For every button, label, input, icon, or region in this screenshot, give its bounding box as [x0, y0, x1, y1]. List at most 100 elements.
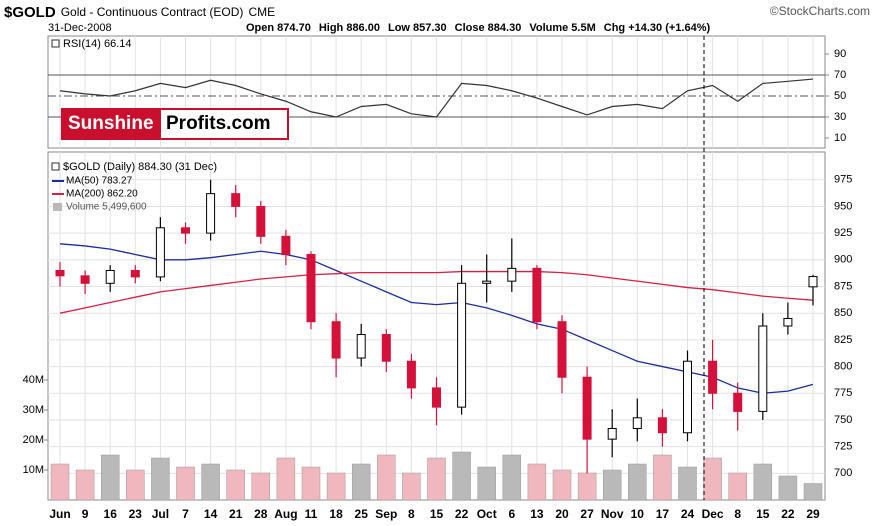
candle-body — [206, 193, 216, 234]
header-title: $GOLD Gold - Continuous Contract (EOD) CME — [4, 4, 275, 21]
volume-bar — [402, 472, 421, 501]
volume-bar — [126, 469, 145, 501]
candle-body — [632, 417, 642, 429]
volume-bar — [602, 469, 622, 501]
legend-swatch — [53, 203, 62, 211]
volume-tick-label: 10M — [23, 464, 44, 476]
credit: ©StockCharts.com — [770, 4, 870, 18]
y-tick-label: 950 — [834, 200, 852, 212]
candle-body — [532, 267, 542, 323]
rsi-title: RSI(14) 66.14 — [63, 38, 131, 50]
x-tick-label: 10 — [631, 507, 645, 521]
x-tick-label: 6 — [508, 507, 515, 521]
candle-body — [55, 269, 65, 277]
volume-bar — [151, 457, 170, 501]
logo-sunshine: Sunshine — [68, 113, 154, 134]
price-icon — [51, 162, 60, 171]
volume-bar — [452, 451, 471, 501]
x-tick-label: Dec — [702, 507, 724, 521]
candle-body — [557, 321, 567, 378]
x-tick-label: 18 — [329, 507, 343, 521]
volume-bar — [728, 472, 747, 501]
candle-body — [181, 227, 190, 234]
candle-body — [683, 360, 692, 434]
candle-body — [457, 282, 467, 408]
x-tick-label: 27 — [580, 507, 594, 521]
y-tick-label: 30 — [834, 111, 846, 123]
instrument-name: Gold - Continuous Contract (EOD) — [61, 5, 244, 19]
volume-bar — [276, 457, 296, 501]
x-tick-label: 9 — [82, 507, 89, 521]
volume-bar — [251, 472, 271, 501]
candle-body — [507, 267, 517, 282]
volume-bar — [50, 463, 70, 501]
candle-body — [381, 334, 391, 362]
x-tick-label: Oct — [477, 507, 497, 521]
x-tick-label: 8 — [734, 507, 741, 521]
y-tick-label: 725 — [834, 441, 852, 453]
quote: Open 874.70 High 886.00 Low 857.30 Close 88… — [246, 22, 710, 34]
x-tick-label: 25 — [355, 507, 369, 521]
x-tick-label: Aug — [274, 507, 297, 521]
quote-item: Close 884.30 — [455, 22, 522, 34]
x-tick-label: 11 — [305, 507, 318, 521]
quote-item: Chg +14.30 (+1.64%) — [604, 22, 711, 34]
y-tick-label: 90 — [834, 48, 846, 60]
candle-body — [105, 269, 115, 284]
candle-body — [155, 227, 165, 278]
volume-tick-label: 40M — [23, 374, 44, 386]
legend-ma50: MA(50) 783.27 — [66, 176, 133, 187]
volume-bar — [351, 463, 371, 501]
x-tick-label: 28 — [254, 507, 268, 521]
y-tick-label: 50 — [834, 90, 846, 102]
legend-ma200: MA(200) 862.20 — [66, 189, 138, 200]
volume-bar — [201, 463, 220, 501]
y-tick-label: 825 — [834, 334, 852, 346]
y-tick-label: 900 — [834, 254, 852, 266]
x-tick-label: 7 — [182, 507, 189, 521]
x-tick-label: 22 — [455, 507, 469, 521]
candle-body — [758, 325, 768, 412]
volume-bar — [502, 454, 522, 501]
y-tick-label: 10 — [834, 132, 846, 144]
volume-tick-label: 30M — [23, 404, 44, 416]
x-tick-label: 20 — [555, 507, 569, 521]
quote-item: Volume 5.5M — [529, 22, 595, 34]
candle-body — [231, 193, 241, 207]
logo-red — [63, 110, 161, 138]
rsi-icon — [51, 39, 60, 48]
volume-bar — [377, 454, 396, 501]
symbol: $GOLD — [4, 4, 56, 21]
date: 31-Dec-2008 — [48, 22, 112, 34]
x-tick-label: Jul — [152, 507, 169, 521]
y-tick-label: 750 — [834, 414, 852, 426]
volume-bar — [678, 466, 697, 501]
candle-body — [783, 318, 793, 327]
volume-bar — [577, 472, 597, 501]
y-tick-label: 775 — [834, 387, 852, 399]
legend-volume: Volume 5,499,600 — [66, 202, 147, 213]
candle-body — [582, 376, 592, 440]
price-title: $GOLD (Daily) 884.30 (31 Dec) — [63, 161, 217, 173]
candle-body — [306, 253, 316, 323]
volume-bar — [75, 469, 95, 501]
candle-body — [733, 392, 743, 412]
x-tick-label: 16 — [104, 507, 118, 521]
x-tick-label: 15 — [756, 507, 770, 521]
quote-item: Low 857.30 — [388, 22, 447, 34]
candle-body — [356, 334, 366, 359]
y-tick-label: 850 — [834, 307, 852, 319]
volume-bar — [778, 475, 798, 501]
volume-bar — [527, 463, 547, 501]
y-tick-label: 975 — [834, 174, 852, 186]
volume-bar — [226, 469, 245, 501]
x-tick-label: Jun — [49, 507, 70, 521]
candle-body — [808, 276, 818, 288]
y-tick-label: 700 — [834, 467, 852, 479]
x-tick-label: 13 — [530, 507, 544, 521]
volume-bar — [176, 466, 195, 501]
volume-bar — [301, 466, 321, 501]
volume-bar — [703, 457, 722, 501]
volume-bar — [427, 457, 446, 501]
